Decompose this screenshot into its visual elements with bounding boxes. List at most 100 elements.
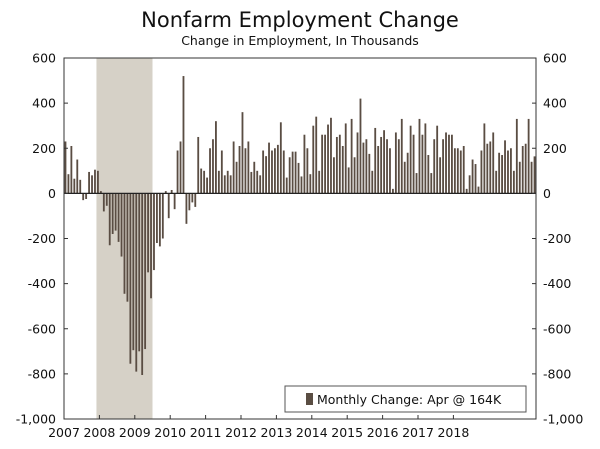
bar [153, 193, 155, 271]
bar [394, 132, 397, 194]
bar [147, 193, 149, 273]
bar [415, 173, 418, 194]
bar [259, 175, 262, 194]
bar [515, 118, 518, 194]
bar [215, 121, 217, 194]
bar [333, 157, 335, 194]
bar [164, 191, 167, 194]
bar [97, 170, 99, 194]
bar [120, 193, 123, 257]
bar [392, 188, 394, 194]
bar [377, 145, 380, 194]
bar [67, 174, 70, 194]
bar [315, 116, 318, 194]
bar [518, 161, 521, 194]
bar [421, 134, 424, 194]
y-tick-label-right: 200 [543, 141, 567, 156]
bar [448, 134, 450, 194]
bar [144, 193, 147, 350]
bar [492, 132, 495, 194]
bar [176, 150, 179, 194]
bar [271, 150, 273, 194]
bar [241, 112, 244, 194]
bar [85, 193, 88, 200]
y-tick-label-left: 600 [32, 51, 56, 66]
chart-title: Nonfarm Employment Change [141, 8, 459, 32]
bar [108, 193, 111, 246]
bar [368, 153, 371, 194]
bar [312, 125, 315, 194]
bar [220, 150, 223, 194]
bar [465, 188, 468, 194]
bar [170, 189, 173, 194]
bar [212, 139, 214, 194]
bar [397, 139, 400, 194]
x-tick-label: 2010 [154, 425, 186, 440]
bar [418, 118, 421, 194]
bar [79, 179, 82, 194]
y-tick-label-left: 200 [32, 141, 56, 156]
y-tick-label-right: -600 [543, 321, 571, 336]
bar [451, 134, 453, 194]
bar [374, 127, 377, 194]
bar [226, 170, 229, 194]
y-tick-label-left: -1,000 [16, 412, 56, 427]
bar [185, 193, 188, 224]
bar [285, 177, 288, 194]
bar [294, 151, 297, 194]
bar [182, 76, 185, 194]
bar [200, 168, 203, 194]
bar [309, 174, 312, 194]
bar [371, 170, 374, 194]
bar [117, 193, 120, 242]
bar [353, 157, 356, 194]
bar [126, 193, 129, 302]
bar [335, 136, 338, 194]
bar [123, 193, 126, 294]
bar [250, 171, 253, 194]
bar [424, 123, 427, 194]
bar [318, 170, 321, 194]
bar [386, 139, 388, 194]
bar [406, 152, 409, 194]
bar [274, 148, 276, 194]
bar [403, 161, 406, 194]
bar [262, 150, 265, 194]
y-tick-label-right: -800 [543, 366, 571, 381]
y-tick-label-left: -800 [28, 366, 56, 381]
bar [477, 186, 480, 194]
bar [507, 150, 509, 194]
bar [223, 175, 226, 194]
bar [524, 143, 527, 194]
y-tick-label-right: -200 [543, 231, 571, 246]
bar [510, 148, 512, 194]
y-tick-label-left: -200 [28, 231, 56, 246]
bar [489, 141, 492, 194]
bar [433, 139, 436, 194]
bar [347, 167, 350, 194]
legend-label: Monthly Change: Apr @ 164K [317, 392, 502, 407]
x-tick-label: 2012 [225, 425, 257, 440]
bar [288, 157, 291, 194]
bar [158, 193, 161, 247]
bar [282, 150, 285, 194]
bar [436, 125, 439, 194]
bar [229, 175, 232, 194]
bar [471, 159, 474, 194]
bar [188, 193, 191, 211]
y-tick-label-left: 400 [32, 96, 56, 111]
legend: Monthly Change: Apr @ 164K [284, 385, 527, 413]
bar [276, 144, 279, 194]
bar [512, 170, 515, 194]
bar [217, 170, 220, 194]
bar [412, 134, 415, 194]
bar [344, 123, 347, 194]
bar [102, 193, 105, 212]
bar [501, 155, 503, 194]
bar [521, 145, 524, 194]
bar [427, 155, 430, 194]
bar [362, 142, 365, 194]
y-tick-label-right: 600 [543, 51, 567, 66]
bar [303, 134, 306, 194]
